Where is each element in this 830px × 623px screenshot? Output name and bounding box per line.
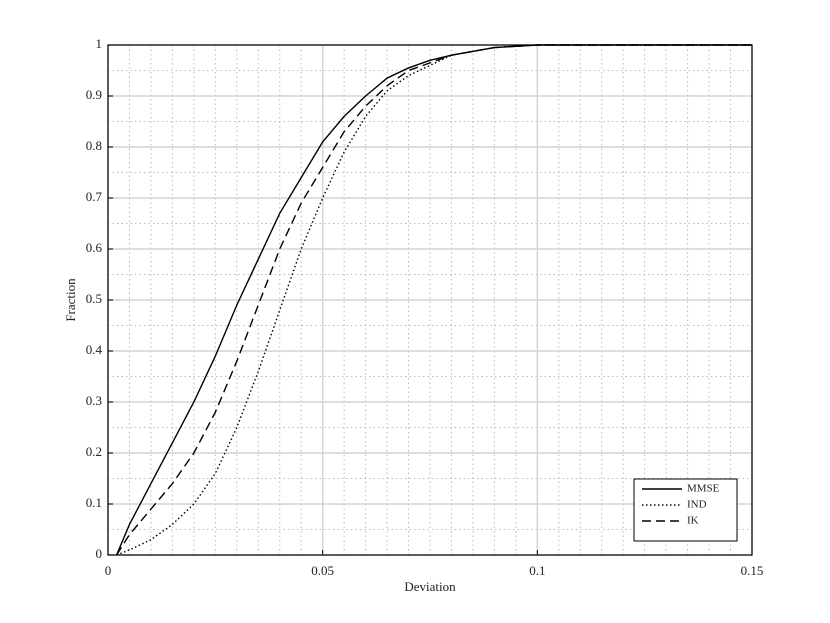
y-tick-label: 0.8 [86, 138, 102, 153]
series-line [115, 44, 752, 556]
y-tick-label: 0.9 [86, 87, 102, 102]
y-axis-label: Fraction [63, 278, 78, 322]
y-tick-label: 1 [96, 36, 103, 51]
x-tick-label: 0.05 [311, 563, 334, 578]
x-axis-label: Deviation [404, 579, 456, 594]
x-tick-label: 0.15 [741, 563, 764, 578]
x-tick-label: 0 [105, 563, 112, 578]
x-tick-label: 0.1 [529, 563, 545, 578]
legend-label: MMSE [687, 483, 720, 495]
series-line [115, 44, 752, 556]
legend-label: IK [687, 515, 699, 527]
y-tick-label: 0.4 [86, 342, 103, 357]
plot-frame [107, 44, 753, 556]
series-line [116, 44, 752, 556]
y-tick-label: 0.7 [86, 189, 103, 204]
y-tick-label: 0 [96, 546, 103, 561]
y-tick-label: 0.1 [86, 495, 102, 510]
y-tick-label: 0.2 [86, 444, 102, 459]
y-tick-label: 0.3 [86, 393, 102, 408]
y-tick-label: 0.5 [86, 291, 102, 306]
y-tick-label: 0.6 [86, 240, 103, 255]
legend-label: IND [687, 499, 707, 511]
